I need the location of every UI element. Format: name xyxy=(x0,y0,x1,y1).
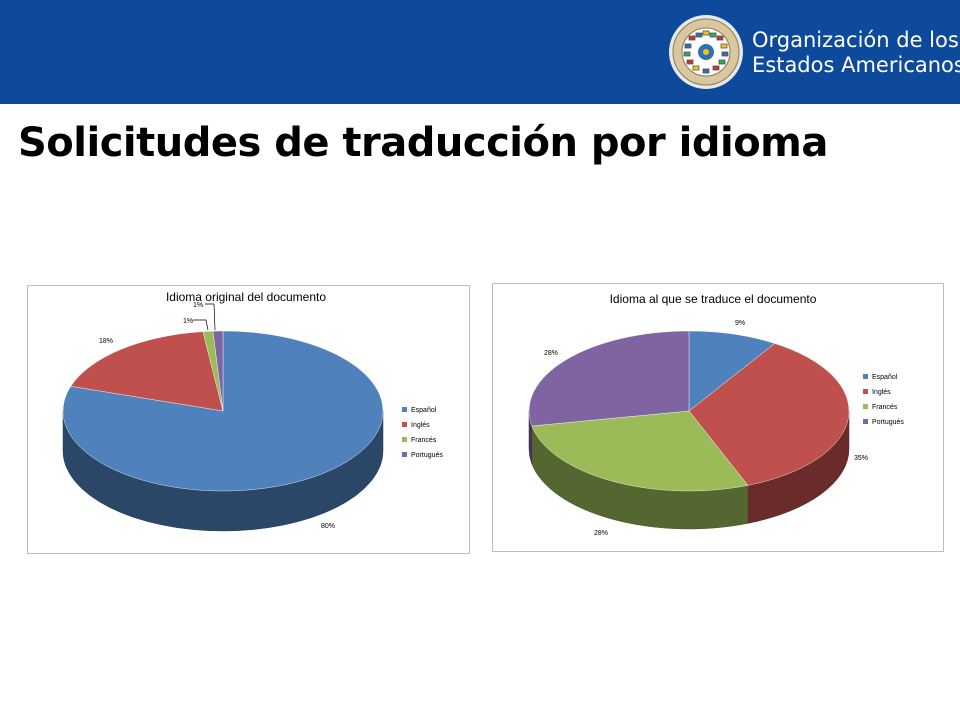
chart2-legend-item-portugues: Portugués xyxy=(872,419,904,426)
organization-name-line2: Estados Americanos xyxy=(752,53,960,77)
chart1-legend-item-espanol: Español xyxy=(411,407,437,414)
chart1-legend-swatch-espanol xyxy=(402,407,407,412)
chart1-legend: Español Inglés Francés Portugués xyxy=(402,407,443,459)
chart1-label-espanol: 80% xyxy=(321,523,335,530)
chart2-legend-item-espanol: Español xyxy=(872,374,898,381)
chart-target-language: Idioma al que se traduce el documento 9% 3… xyxy=(492,283,944,552)
chart1-legend-swatch-frances xyxy=(402,437,407,442)
chart2-slice-espanol xyxy=(688,330,776,412)
chart1-legend-item-portugues: Portugués xyxy=(411,452,443,459)
chart2-title: Idioma al que se traduce el documento xyxy=(610,292,817,306)
chart1-leader-line-1 xyxy=(193,319,209,331)
organization-name-line1: Organización de los xyxy=(752,28,959,52)
chart2-legend-swatch-portugues xyxy=(863,419,868,424)
header-bar: Organización de los Estados Americanos xyxy=(0,0,960,104)
chart1-legend-item-ingles: Inglés xyxy=(411,422,430,429)
chart-original-language-svg: Idioma original del documento 80% 18% 1% 1% E… xyxy=(62,290,443,532)
chart-target-language-svg: Idioma al que se traduce el documento 9% 3… xyxy=(528,292,904,537)
chart1-slice-portugues xyxy=(212,330,224,412)
chart1-legend-swatch-ingles xyxy=(402,422,407,427)
chart2-slice-frances xyxy=(531,410,749,492)
oas-seal-logo xyxy=(669,15,743,89)
chart1-title: Idioma original del documento xyxy=(166,290,326,304)
chart1-slice-ingles xyxy=(70,331,224,412)
chart2-legend-swatch-frances xyxy=(863,404,868,409)
chart1-legend-swatch-portugues xyxy=(402,452,407,457)
chart1-leader-line-2 xyxy=(205,303,216,331)
chart1-label-portugues: 1% xyxy=(193,302,203,309)
chart2-legend-swatch-espanol xyxy=(863,374,868,379)
chart2-label-frances: 28% xyxy=(594,530,608,537)
chart1-label-frances: 1% xyxy=(183,318,193,325)
chart-original-language: Idioma original del documento 80% 18% 1% 1% E… xyxy=(27,285,470,554)
chart1-legend-item-frances: Francés xyxy=(411,437,437,444)
chart2-legend-item-ingles: Inglés xyxy=(872,389,891,396)
chart1-label-ingles: 18% xyxy=(99,338,113,345)
chart2-label-portugues: 28% xyxy=(544,350,558,357)
chart2-legend-item-frances: Francés xyxy=(872,404,898,411)
chart2-slice-ingles xyxy=(688,343,850,486)
page-title: Solicitudes de traducción por idioma xyxy=(18,120,828,166)
chart2-legend-swatch-ingles xyxy=(863,389,868,394)
chart2-label-ingles: 35% xyxy=(854,455,868,462)
chart2-label-espanol: 9% xyxy=(735,320,745,327)
chart2-legend: Español Inglés Francés Portugués xyxy=(863,374,904,426)
organization-name: Organización de los Estados Americanos xyxy=(752,28,960,78)
chart2-slice-portugues xyxy=(528,330,690,427)
